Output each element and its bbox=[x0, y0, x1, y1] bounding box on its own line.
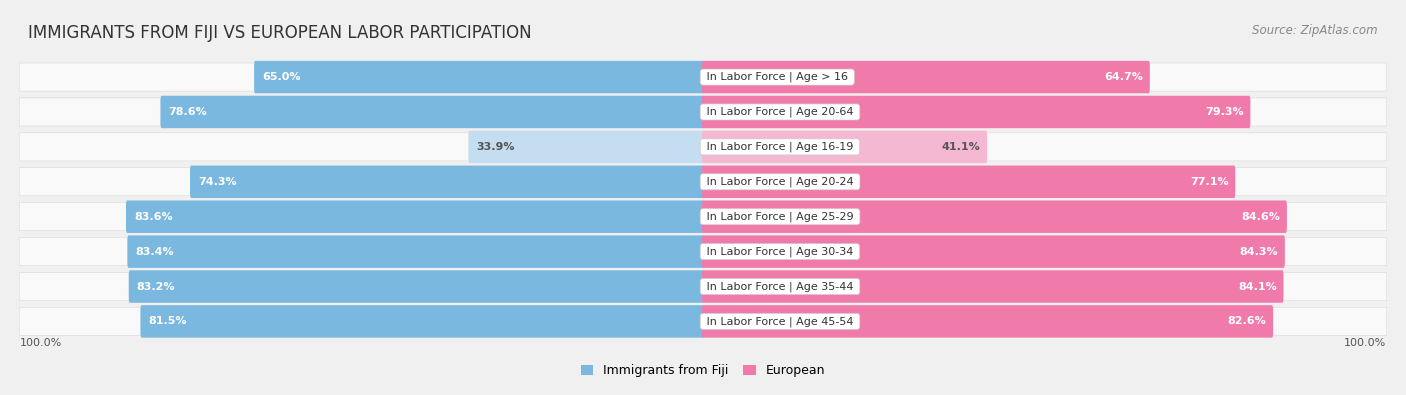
FancyBboxPatch shape bbox=[702, 201, 1286, 233]
FancyBboxPatch shape bbox=[703, 307, 1386, 335]
Text: IMMIGRANTS FROM FIJI VS EUROPEAN LABOR PARTICIPATION: IMMIGRANTS FROM FIJI VS EUROPEAN LABOR P… bbox=[28, 24, 531, 42]
Text: 64.7%: 64.7% bbox=[1104, 72, 1143, 82]
FancyBboxPatch shape bbox=[20, 168, 703, 196]
FancyBboxPatch shape bbox=[127, 201, 704, 233]
FancyBboxPatch shape bbox=[20, 273, 703, 301]
Legend: Immigrants from Fiji, European: Immigrants from Fiji, European bbox=[581, 364, 825, 377]
Text: 100.0%: 100.0% bbox=[1344, 338, 1386, 348]
FancyBboxPatch shape bbox=[703, 273, 1386, 301]
Text: In Labor Force | Age 20-64: In Labor Force | Age 20-64 bbox=[703, 107, 858, 117]
FancyBboxPatch shape bbox=[20, 237, 703, 266]
FancyBboxPatch shape bbox=[128, 235, 704, 268]
Text: In Labor Force | Age 16-19: In Labor Force | Age 16-19 bbox=[703, 142, 856, 152]
FancyBboxPatch shape bbox=[141, 305, 704, 338]
Text: 83.4%: 83.4% bbox=[135, 246, 174, 257]
FancyBboxPatch shape bbox=[20, 307, 703, 335]
Text: In Labor Force | Age 25-29: In Labor Force | Age 25-29 bbox=[703, 211, 858, 222]
FancyBboxPatch shape bbox=[703, 203, 1386, 231]
FancyBboxPatch shape bbox=[702, 305, 1272, 338]
Text: 79.3%: 79.3% bbox=[1205, 107, 1244, 117]
FancyBboxPatch shape bbox=[703, 237, 1386, 266]
FancyBboxPatch shape bbox=[703, 63, 1386, 91]
Text: 100.0%: 100.0% bbox=[20, 338, 62, 348]
FancyBboxPatch shape bbox=[702, 61, 1150, 93]
FancyBboxPatch shape bbox=[702, 166, 1236, 198]
FancyBboxPatch shape bbox=[702, 131, 987, 163]
Text: 82.6%: 82.6% bbox=[1227, 316, 1267, 326]
FancyBboxPatch shape bbox=[703, 168, 1386, 196]
Text: In Labor Force | Age 45-54: In Labor Force | Age 45-54 bbox=[703, 316, 858, 327]
Text: 41.1%: 41.1% bbox=[942, 142, 980, 152]
FancyBboxPatch shape bbox=[129, 270, 704, 303]
Text: 84.6%: 84.6% bbox=[1241, 212, 1281, 222]
FancyBboxPatch shape bbox=[468, 131, 704, 163]
Text: In Labor Force | Age 30-34: In Labor Force | Age 30-34 bbox=[703, 246, 856, 257]
Text: 33.9%: 33.9% bbox=[477, 142, 515, 152]
FancyBboxPatch shape bbox=[20, 63, 703, 91]
Text: In Labor Force | Age 20-24: In Labor Force | Age 20-24 bbox=[703, 177, 858, 187]
FancyBboxPatch shape bbox=[160, 96, 704, 128]
Text: 65.0%: 65.0% bbox=[262, 72, 301, 82]
Text: 83.2%: 83.2% bbox=[136, 282, 176, 292]
Text: 84.1%: 84.1% bbox=[1239, 282, 1277, 292]
FancyBboxPatch shape bbox=[702, 96, 1250, 128]
FancyBboxPatch shape bbox=[20, 203, 703, 231]
Text: In Labor Force | Age 35-44: In Labor Force | Age 35-44 bbox=[703, 281, 858, 292]
FancyBboxPatch shape bbox=[702, 270, 1284, 303]
Text: 74.3%: 74.3% bbox=[198, 177, 236, 187]
Text: 84.3%: 84.3% bbox=[1240, 246, 1278, 257]
FancyBboxPatch shape bbox=[190, 166, 704, 198]
Text: 83.6%: 83.6% bbox=[134, 212, 173, 222]
Text: 78.6%: 78.6% bbox=[169, 107, 207, 117]
Text: 81.5%: 81.5% bbox=[149, 316, 187, 326]
FancyBboxPatch shape bbox=[703, 133, 1386, 161]
FancyBboxPatch shape bbox=[702, 235, 1285, 268]
Text: Source: ZipAtlas.com: Source: ZipAtlas.com bbox=[1253, 24, 1378, 37]
FancyBboxPatch shape bbox=[20, 98, 703, 126]
FancyBboxPatch shape bbox=[254, 61, 704, 93]
FancyBboxPatch shape bbox=[20, 133, 703, 161]
Text: In Labor Force | Age > 16: In Labor Force | Age > 16 bbox=[703, 72, 852, 82]
FancyBboxPatch shape bbox=[703, 98, 1386, 126]
Text: 77.1%: 77.1% bbox=[1189, 177, 1229, 187]
